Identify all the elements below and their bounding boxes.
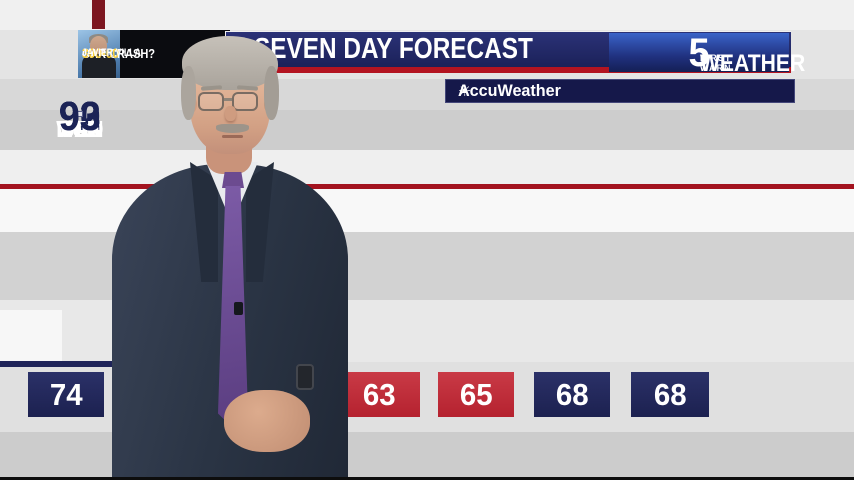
high-temp: 93 <box>59 92 101 139</box>
page-title: SEVEN DAY FORECAST <box>254 33 533 65</box>
promo-name: JAVIER VILLA <box>82 47 142 60</box>
low-temp-box-tue: 68 <box>631 372 709 417</box>
header-bar: SEVEN DAY FORECAST 5 FIRST WARN WEATHER <box>225 30 805 75</box>
forecast-board: WED FALL AM <box>56 93 792 362</box>
station-logo-number: 5 <box>688 30 710 75</box>
bg-white-block <box>0 310 62 362</box>
accuweather-brand: AccuWeather <box>458 81 561 100</box>
day-label: MON <box>56 115 104 142</box>
day-label: TUE <box>59 115 101 142</box>
station-logo-tagline: FIRST WARN <box>700 52 732 73</box>
promo-headline: CAR CRASH? <box>82 45 156 61</box>
promo-photo-face <box>90 36 107 55</box>
station-logo-name: WEATHER <box>700 49 806 77</box>
forecast-column-tue: TUE Storm Chance 93 <box>59 93 101 142</box>
glasses-bridge <box>224 98 232 101</box>
sun-icon: ☀ <box>458 82 472 100</box>
bg-red-line <box>0 184 854 189</box>
low-temp-box-mon: 68 <box>534 372 610 417</box>
presenter-nose <box>225 106 236 121</box>
day-label: SAT <box>60 115 100 142</box>
weather-presenter <box>98 34 354 480</box>
glasses-icon <box>232 92 258 111</box>
bg-stripe <box>0 150 854 184</box>
station-logo: 5 FIRST WARN WEATHER <box>609 30 805 75</box>
lapel-mic <box>234 302 243 315</box>
promo-photo <box>78 30 120 78</box>
low-temp: 63 <box>362 376 396 412</box>
low-temp-box-wed: 74 <box>28 372 104 417</box>
day-label: FRI <box>63 115 97 142</box>
low-temp: 65 <box>459 376 493 412</box>
bottom-black-strip <box>0 477 854 480</box>
promo-photo-suit <box>82 54 116 78</box>
low-temp-box-sat: 63 <box>338 372 420 417</box>
day-label: SUN <box>58 115 102 142</box>
bg-stripe <box>0 0 854 30</box>
low-temp: 74 <box>49 376 83 412</box>
bg-stripe <box>0 110 854 150</box>
accuweather-bar: ☀ AccuWeather <box>445 79 795 103</box>
wristwatch <box>296 364 314 390</box>
presenter-hair <box>182 36 278 90</box>
low-temp-box-sun: 65 <box>438 372 514 417</box>
glasses-icon <box>198 92 224 111</box>
low-temp: 68 <box>555 376 589 412</box>
promo-phone: 300-00 <box>82 45 120 62</box>
presenter-mustache <box>216 124 249 133</box>
presenter-hair <box>181 66 196 120</box>
presenter-tie-knot <box>222 172 244 188</box>
low-temp: 68 <box>653 376 687 412</box>
bg-maroon-bar <box>92 0 105 29</box>
day-label: WED <box>56 115 104 142</box>
presenter-hands <box>224 390 310 452</box>
presenter-mouth <box>222 135 243 138</box>
presenter-hair <box>264 66 279 120</box>
